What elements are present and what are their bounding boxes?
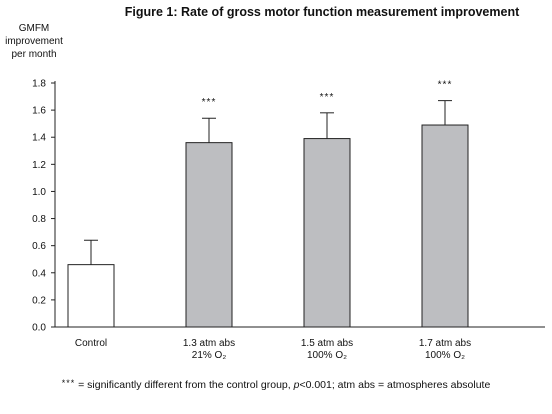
y-tick-label: 0.2	[32, 295, 46, 306]
y-axis-label-line-3: per month	[11, 49, 57, 60]
y-tick-label: 1.2	[32, 160, 46, 171]
y-tick-label: 1.6	[32, 106, 46, 117]
footnote-text-2: <0.001; atm abs = atmospheres absolute	[299, 379, 491, 391]
chart-title: Figure 1: Rate of gross motor function m…	[124, 5, 520, 19]
footnote-text-1: = significantly different from the contr…	[75, 379, 294, 391]
x-tick-label-line-1: Control	[75, 338, 107, 349]
x-tick-label-line-1: 1.7 atm abs	[419, 338, 471, 349]
bar	[303, 138, 351, 328]
y-axis-label-line-2: improvement	[5, 36, 63, 47]
x-tick-label-line-2: 100% O₂	[307, 350, 347, 361]
y-tick-label: 1.0	[32, 187, 46, 198]
bar	[67, 264, 115, 328]
footnote: *** = significantly different from the c…	[0, 378, 552, 391]
bar	[421, 124, 469, 328]
y-tick-label: 0.8	[32, 214, 46, 225]
x-tick-label-line-1: 1.5 atm abs	[301, 338, 353, 349]
y-tick-label: 0.4	[32, 268, 46, 279]
footnote-stars: ***	[61, 378, 76, 388]
y-tick-label: 1.4	[32, 133, 46, 144]
y-tick-label: 1.8	[32, 79, 46, 90]
significance-marker: ***	[202, 97, 217, 108]
footnote-p-symbol: p	[293, 379, 300, 391]
significance-marker: ***	[438, 80, 453, 91]
x-tick-label-line-2: 100% O₂	[425, 350, 465, 361]
y-axis-label: GMFM improvement per month	[0, 22, 68, 61]
y-tick-label: 0.6	[32, 241, 46, 252]
x-tick-label-line-1: 1.3 atm abs	[183, 338, 235, 349]
bar	[185, 142, 233, 328]
x-tick-label-line-2: 21% O₂	[192, 350, 227, 361]
y-tick-label: 0.0	[32, 323, 46, 334]
significance-marker: ***	[320, 92, 335, 103]
y-axis-label-line-1: GMFM	[18, 23, 50, 34]
bars: *** *** ***	[67, 80, 469, 328]
